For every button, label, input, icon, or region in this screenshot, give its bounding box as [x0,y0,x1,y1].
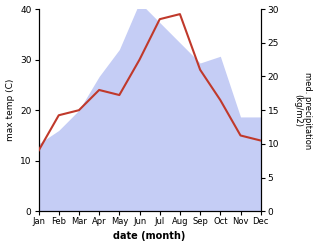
X-axis label: date (month): date (month) [114,231,186,242]
Y-axis label: max temp (C): max temp (C) [5,79,15,141]
Y-axis label: med. precipitation
(kg/m2): med. precipitation (kg/m2) [293,72,313,149]
